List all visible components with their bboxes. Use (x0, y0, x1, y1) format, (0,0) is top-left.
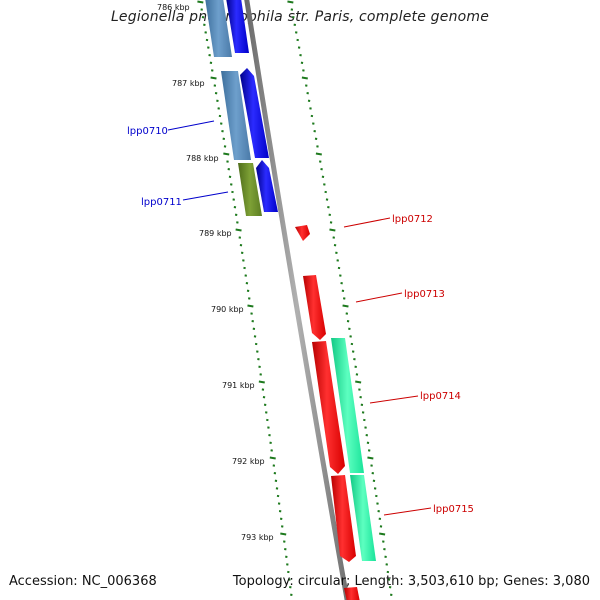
accession-text: Accession: NC_006368 (9, 574, 157, 589)
major-tick (269, 456, 276, 460)
cds-arrow-lpp0713 (303, 275, 326, 340)
label-line-lpp0713 (355, 292, 403, 303)
major-tick (258, 380, 265, 384)
label-line-lpp0711 (182, 191, 229, 201)
label-line-lpp0712 (343, 217, 391, 228)
gene-band-lpp0710 (221, 71, 251, 160)
scale-label-791: 791 kbp (222, 381, 255, 390)
scale-label-789: 789 kbp (199, 229, 232, 238)
major-tick (210, 76, 217, 80)
gene-band-lpp0715 (350, 475, 376, 561)
major-tick (367, 456, 374, 460)
map-title: Legionella pneumophila str. Paris, compl… (110, 9, 490, 25)
cds-arrow-lpp0714 (312, 341, 345, 474)
gene-band-lpp0714 (331, 338, 364, 473)
gene-label-lpp0710[interactable]: lpp0710 (127, 126, 168, 137)
genome-summary-text: Topology: circular; Length: 3,503,610 bp… (232, 574, 590, 589)
cds-arrow-lpp0715 (331, 475, 356, 562)
cds-arrow-lpp0710 (240, 68, 269, 158)
major-tick (301, 76, 308, 80)
cds-arrow-offpage (344, 587, 360, 600)
major-tick (342, 304, 349, 308)
scale-label-787: 787 kbp (172, 79, 205, 88)
label-line-lpp0714 (369, 395, 419, 404)
label-line-lpp0710 (167, 120, 215, 131)
major-tick (287, 0, 294, 4)
cds-arrow-top (226, 0, 249, 53)
scale-ticks-outer (287, 0, 393, 596)
gene-label-lpp0715[interactable]: lpp0715 (433, 504, 474, 515)
scale-label-790: 790 kbp (211, 305, 244, 314)
gene-label-lpp0713[interactable]: lpp0713 (404, 289, 445, 300)
major-tick (197, 0, 204, 4)
gene-label-lpp0711[interactable]: lpp0711 (141, 197, 182, 208)
major-tick (379, 532, 386, 536)
major-tick (315, 152, 322, 156)
scale-label-786: 786 kbp (157, 3, 190, 12)
major-tick (329, 228, 336, 232)
cds-arrow-lpp0711 (256, 160, 278, 212)
gene-label-lpp0714[interactable]: lpp0714 (420, 391, 461, 402)
major-tick (235, 228, 242, 232)
gene-band-lpp0711 (238, 163, 262, 216)
major-tick (355, 380, 362, 384)
scale-ticks-inner (197, 0, 293, 596)
scale-label-792: 792 kbp (232, 457, 265, 466)
scale-label-793: 793 kbp (241, 533, 274, 542)
major-tick (223, 152, 230, 156)
major-tick (280, 532, 287, 536)
major-tick (247, 304, 254, 308)
gene-band-top (205, 0, 232, 57)
cds-arrow-lpp0712 (295, 225, 310, 241)
scale-label-788: 788 kbp (186, 154, 219, 163)
genome-backbone (244, 0, 350, 600)
gene-label-lpp0712[interactable]: lpp0712 (392, 214, 433, 225)
label-line-lpp0715 (383, 507, 432, 516)
